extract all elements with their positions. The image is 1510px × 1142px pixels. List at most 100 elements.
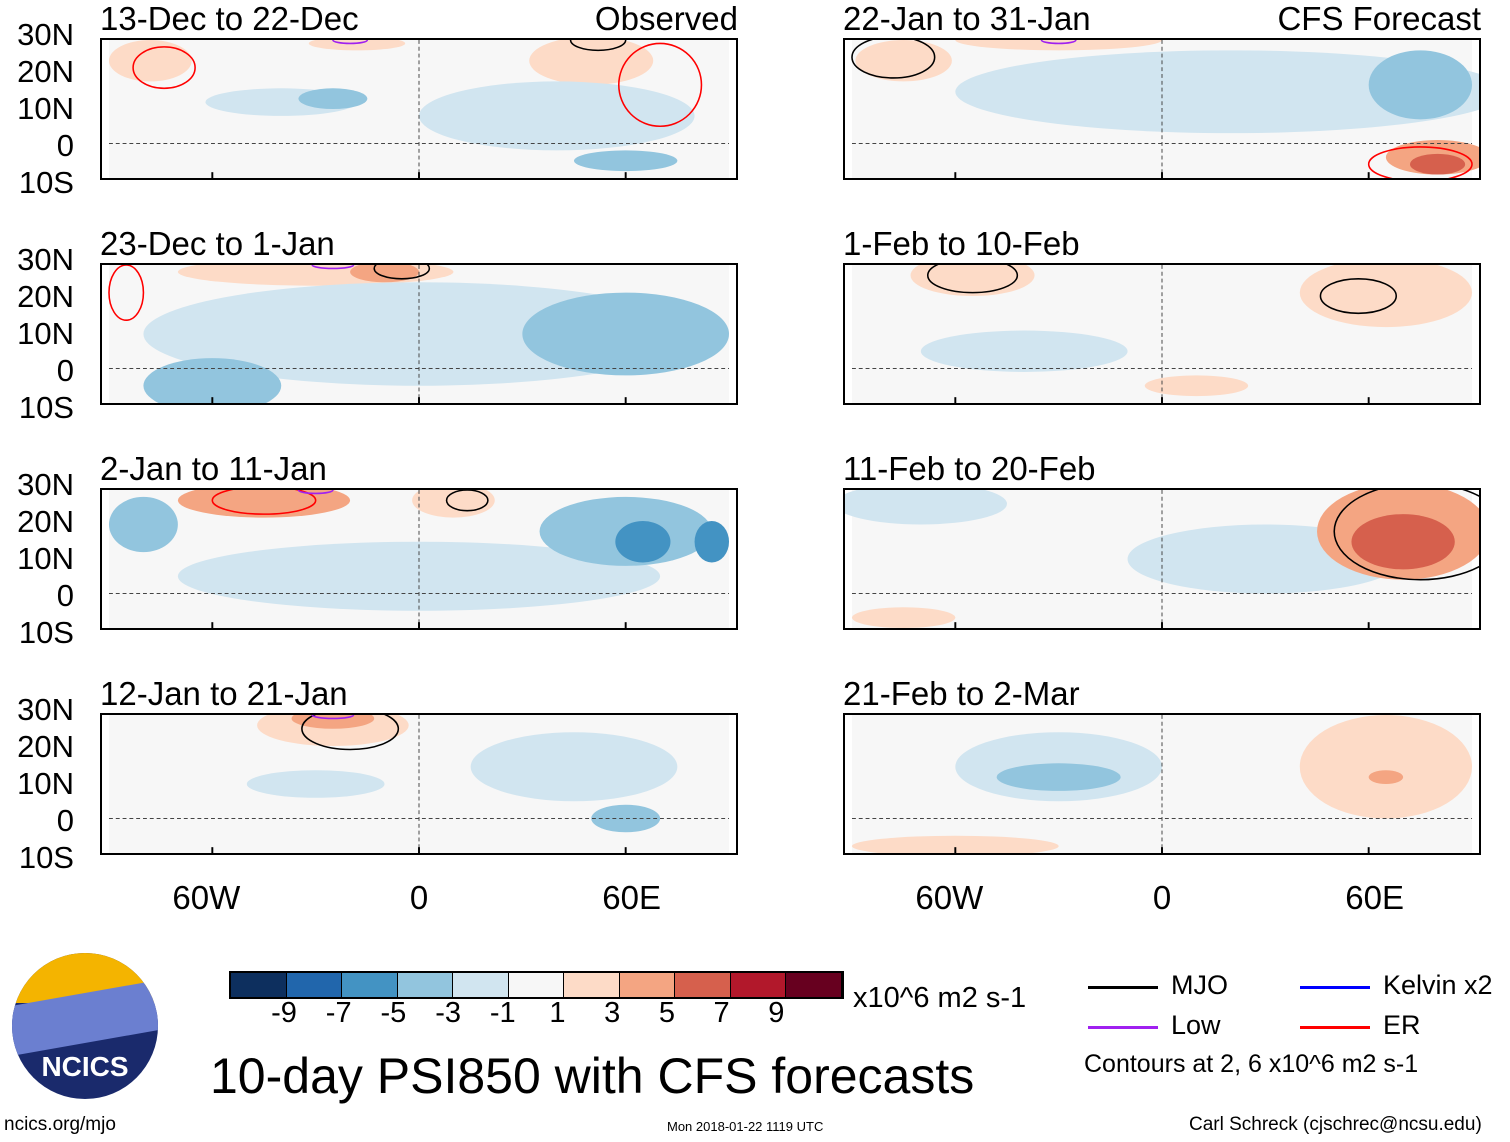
lon-label: 0 (1152, 879, 1172, 916)
anomaly-shading (177, 490, 351, 518)
colorbar-label: -9 (271, 997, 297, 1029)
lat-label: 0 (56, 803, 74, 838)
lat-label: 10N (17, 766, 74, 801)
anomaly-shading (1351, 514, 1455, 570)
contour-mjo (1319, 278, 1398, 315)
colorbar-label: -1 (489, 997, 516, 1029)
lat-label: 30N (17, 242, 74, 277)
anomaly-shading (851, 607, 956, 628)
lat-label: 10S (18, 615, 74, 650)
contour-er (211, 490, 317, 515)
panel-title: 2-Jan to 11-Jan (100, 450, 327, 487)
legend-line (1300, 986, 1370, 989)
anomaly-shading (1410, 153, 1466, 175)
lat-label: 10N (17, 541, 74, 576)
anomaly-shading (1368, 50, 1473, 120)
panel-title: 1-Feb to 10-Feb (843, 225, 1080, 262)
anomaly-shading (308, 40, 406, 51)
colorbar-swatch (342, 973, 398, 997)
lat-label: 10N (17, 316, 74, 351)
contour-low (311, 715, 355, 720)
lat-label: 10S (18, 165, 74, 200)
contour-low (1040, 40, 1077, 45)
panel-tag: CFS Forecast (1277, 0, 1481, 37)
timestamp: Mon 2018-01-22 1119 UTC (667, 1119, 824, 1134)
lat-label: 30N (17, 467, 74, 502)
lat-label: 20N (17, 729, 74, 764)
lat-label: 20N (17, 54, 74, 89)
lat-label: 0 (56, 353, 74, 388)
anomaly-shading (350, 265, 419, 283)
anomaly-shading (574, 150, 678, 172)
colorbar-label: 1 (549, 997, 566, 1029)
contour-er (108, 265, 145, 321)
anomaly-shading (522, 292, 730, 376)
panel-title: 11-Feb to 20-Feb (843, 450, 1096, 487)
map-panel (100, 263, 738, 405)
contour-mjo (445, 490, 489, 512)
legend-line (1300, 1026, 1370, 1029)
anomaly-shading (1299, 715, 1473, 819)
contour-er (618, 42, 703, 128)
anomaly-shading (694, 521, 730, 563)
contour-low (311, 265, 355, 270)
lat-label: 10S (18, 390, 74, 425)
anomaly-shading (1368, 770, 1404, 784)
legend-line (1088, 986, 1158, 989)
contour-mjo (1333, 490, 1479, 581)
anomaly-shading (855, 40, 952, 82)
anomaly-shading (529, 40, 654, 85)
anomaly-shading (246, 770, 385, 798)
lon-label: 60W (915, 879, 984, 916)
anomaly-shading (955, 50, 1479, 134)
panel-tag: Observed (594, 0, 738, 37)
anomaly-shading (920, 330, 1128, 372)
anomaly-shading (615, 521, 671, 563)
contour-mjo (373, 265, 431, 280)
anomaly-shading (845, 490, 1007, 525)
legend-label: Kelvin x2 (1383, 970, 1493, 1000)
anomaly-shading (996, 763, 1121, 791)
anomaly-shading (143, 358, 282, 403)
colorbar-label: -5 (380, 997, 407, 1029)
map-panel (843, 713, 1481, 855)
colorbar-swatch (564, 973, 620, 997)
site-link[interactable]: ncics.org/mjo (4, 1114, 116, 1135)
contour-low (332, 40, 369, 45)
legend-line (1088, 1026, 1158, 1029)
contour-mjo (851, 40, 936, 79)
colorbar-label: -7 (325, 997, 352, 1029)
logo-text: NCICS (41, 1051, 129, 1082)
anomaly-shading (108, 496, 178, 553)
map-panel (100, 713, 738, 855)
colorbar-label: 3 (604, 997, 621, 1029)
colorbar-swatch (397, 973, 453, 997)
lat-label: 20N (17, 504, 74, 539)
lat-label: 30N (17, 17, 74, 52)
colorbar-label: 5 (658, 997, 675, 1029)
colorbar-label: -3 (435, 997, 461, 1029)
author: Carl Schreck (cjschrec@ncsu.edu) (1189, 1114, 1482, 1135)
contour-mjo (301, 715, 400, 751)
anomaly-shading (108, 40, 192, 82)
map-panel (843, 263, 1481, 405)
contour-er (1367, 146, 1473, 178)
anomaly-shading (298, 88, 368, 109)
figure-title: 10-day PSI850 with CFS forecasts (210, 1048, 975, 1104)
map-panel (843, 488, 1481, 630)
colorbar-swatch (619, 973, 675, 997)
colorbar-swatch (286, 973, 342, 997)
panel-title: 22-Jan to 31-Jan (843, 0, 1091, 37)
colorbar-swatch (508, 973, 564, 997)
colorbar-label: 9 (768, 997, 785, 1029)
anomaly-shading (291, 715, 375, 729)
anomaly-shading (419, 81, 695, 151)
colorbar-unit: x10^6 m2 s-1 (853, 982, 1027, 1014)
lon-label: 60E (1345, 879, 1405, 916)
colorbar-swatch (675, 973, 731, 997)
legend-label: MJO (1171, 970, 1228, 1000)
panel-title: 12-Jan to 21-Jan (100, 675, 348, 712)
anomaly-shading (257, 715, 409, 747)
lat-label: 30N (17, 692, 74, 727)
ncics-logo: NCICS (12, 953, 158, 1099)
